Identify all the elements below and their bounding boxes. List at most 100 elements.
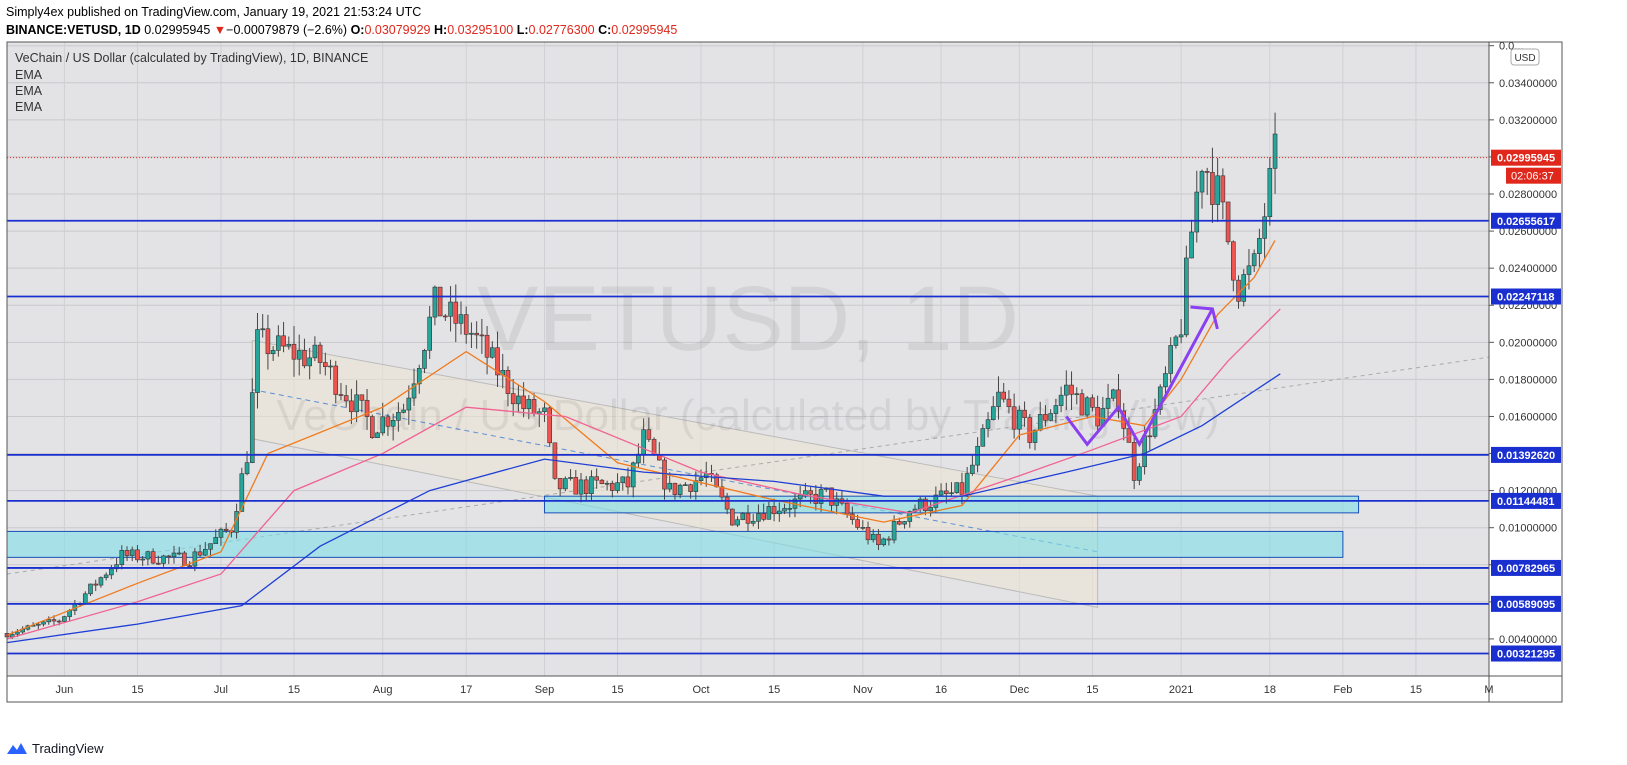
candle-up	[354, 394, 359, 413]
key-level-tag	[1491, 645, 1561, 662]
candle-up	[218, 528, 224, 538]
candle-down	[349, 400, 354, 413]
candle-up	[208, 543, 213, 550]
publish-info: Simply4ex published on TradingView.com, …	[6, 5, 422, 19]
close-label: C:	[598, 23, 612, 37]
candle-up	[803, 490, 808, 496]
indicator-legend-item[interactable]: EMA	[15, 100, 43, 114]
candle-up	[1110, 389, 1116, 399]
candle-up	[119, 550, 125, 566]
open-label: O:	[350, 23, 365, 37]
candle-down	[1001, 391, 1006, 400]
candle-down	[495, 347, 500, 376]
candle-down	[479, 334, 485, 337]
candle-up	[698, 477, 704, 481]
candle-down	[1022, 409, 1027, 418]
price-change: −0.00079879 (−2.6%)	[226, 23, 348, 37]
tradingview-brand[interactable]: TradingView	[32, 740, 104, 756]
key-level-label: 0.00782965	[1497, 563, 1555, 575]
x-tick-label: Oct	[692, 684, 709, 696]
y-tick-label: 0.03400000	[1499, 78, 1557, 90]
x-tick-label: 17	[460, 684, 472, 696]
symbol-label: BINANCE:VETUSD, 1D	[6, 23, 141, 37]
candle-down	[359, 394, 365, 401]
high-value: 0.03295100	[447, 23, 514, 37]
arrow-head-icon	[1190, 305, 1219, 330]
candle-up	[239, 473, 245, 512]
candle-up	[1168, 345, 1173, 374]
candle-down	[876, 533, 881, 546]
candle-up	[1105, 397, 1111, 409]
candle-up	[641, 429, 646, 455]
candle-up	[1178, 334, 1184, 338]
candle-up	[171, 552, 177, 558]
candle-down	[865, 527, 871, 541]
candle-up	[1189, 231, 1194, 259]
candle-down	[557, 478, 563, 490]
candle-up	[996, 391, 1001, 407]
candle-up	[416, 368, 422, 385]
candle-up	[834, 498, 840, 506]
candle-down	[1147, 435, 1153, 438]
candle-up	[902, 521, 907, 525]
x-tick-label: Nov	[853, 684, 873, 696]
candle-up	[1084, 397, 1090, 416]
candle-down	[1231, 241, 1236, 281]
candle-up	[103, 574, 109, 578]
x-tick-label: 15	[611, 684, 623, 696]
candle-up	[1194, 191, 1200, 233]
candle-up	[255, 329, 260, 393]
candle-up	[1048, 413, 1053, 421]
currency-button[interactable]	[1510, 48, 1540, 66]
y-tick-label: 0.01600000	[1499, 411, 1557, 423]
candle-down	[437, 286, 443, 317]
countdown-label: 02:06:37	[1511, 171, 1554, 183]
candle-down	[385, 416, 391, 427]
candle-up	[954, 482, 960, 494]
candle-down	[484, 334, 490, 358]
x-tick-label: Aug	[373, 684, 393, 696]
candle-up	[1064, 384, 1069, 396]
candle-down	[317, 344, 323, 363]
key-level-tag	[1491, 212, 1561, 229]
candle-up	[677, 484, 683, 495]
candle-up	[276, 335, 281, 351]
key-level-tag	[1491, 288, 1561, 305]
candle-up	[1142, 435, 1147, 468]
indicator-legend-item[interactable]: EMA	[15, 68, 43, 82]
candle-down	[547, 407, 553, 444]
candle-down	[625, 476, 631, 488]
candle-down	[844, 502, 850, 515]
candle-up	[740, 512, 746, 520]
chart-title: VeChain / US Dollar (calculated by Tradi…	[15, 51, 368, 65]
pattern-arrow	[1065, 308, 1214, 448]
candle-up	[683, 484, 688, 486]
candle-up	[328, 365, 333, 368]
candle-up	[114, 564, 119, 570]
candle-down	[724, 496, 730, 510]
candle-up	[1251, 253, 1257, 267]
candle-up	[296, 350, 302, 360]
candle-up	[1199, 171, 1205, 193]
candle-down	[761, 513, 766, 520]
candle-up	[620, 476, 626, 483]
candle-up	[312, 344, 318, 359]
candle-up	[380, 416, 386, 434]
candle-up	[1137, 466, 1142, 481]
indicator-legend-item[interactable]: EMA	[15, 84, 43, 98]
ema-slow-line	[6, 373, 1281, 644]
y-tick-label: 0.02400000	[1499, 263, 1557, 275]
candle-down	[223, 528, 229, 531]
candle-up	[36, 623, 41, 626]
candle-up	[129, 549, 135, 556]
candle-down	[453, 301, 459, 324]
candle-up	[88, 583, 93, 595]
candle-down	[855, 519, 860, 528]
candle-up	[458, 314, 464, 324]
candle-down	[1220, 175, 1226, 203]
candle-down	[265, 328, 271, 355]
candle-down	[93, 583, 99, 586]
candle-down	[594, 476, 599, 481]
candle-down	[573, 477, 579, 495]
